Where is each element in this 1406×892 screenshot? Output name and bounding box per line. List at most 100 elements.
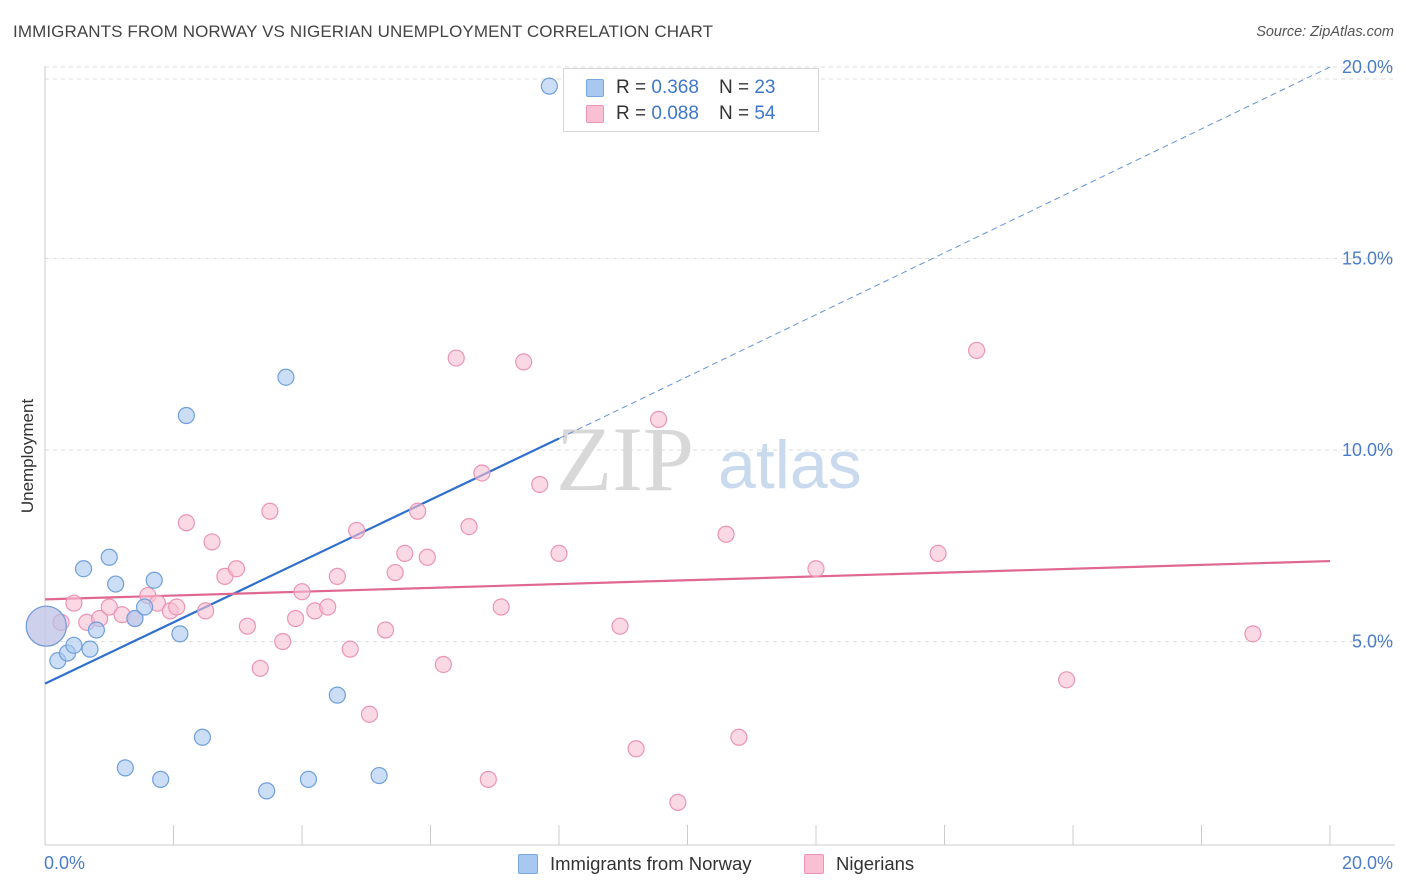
point-nigerians — [968, 341, 986, 360]
trendline-norway — [44, 437, 560, 685]
y-tick-label: 15.0% — [1342, 249, 1393, 269]
point-nigerians — [65, 594, 83, 612]
bottom-legend-label-nigerians: Nigerians — [836, 853, 915, 874]
point-norway — [193, 728, 212, 746]
point-norway — [145, 571, 163, 589]
point-nigerians — [649, 410, 668, 428]
trendline-extension-norway — [558, 66, 1331, 439]
point-norway — [116, 759, 134, 777]
point-norway — [126, 609, 144, 628]
point-nigerians — [341, 640, 359, 658]
x-tick-label-max: 20.0% — [1342, 853, 1393, 873]
point-norway — [277, 368, 295, 386]
point-nigerians — [447, 349, 465, 367]
legend-r-value: 0.088 — [651, 103, 699, 124]
point-norway — [74, 560, 93, 578]
point-nigerians — [611, 617, 629, 635]
point-nigerians — [286, 609, 305, 628]
point-nigerians — [293, 583, 311, 601]
point-nigerians — [418, 548, 436, 566]
watermark-zip: ZIP — [556, 408, 694, 510]
legend-n-label: N = — [718, 103, 750, 124]
grid-lines — [45, 66, 1395, 642]
point-nigerians — [460, 517, 478, 536]
point-nigerians — [376, 621, 395, 639]
legend-n-value: 23 — [754, 77, 776, 98]
point-nigerians — [251, 659, 269, 677]
trend-lines — [44, 66, 1331, 685]
point-nigerians — [550, 544, 568, 563]
y-tick-label: 5.0% — [1352, 632, 1393, 652]
legend-swatch-norway — [586, 79, 604, 97]
point-nigerians — [479, 770, 497, 788]
point-nigerians — [492, 598, 510, 616]
watermark: ZIP atlas — [556, 408, 862, 510]
stats-legend: R = 0.368 N = 23 R = 0.088 N = 54 — [563, 68, 819, 132]
point-nigerians — [203, 533, 221, 551]
point-nigerians — [168, 598, 186, 616]
point-nigerians — [531, 475, 549, 494]
data-points — [25, 77, 1262, 811]
axes — [44, 66, 1395, 846]
point-norway — [258, 782, 276, 800]
point-norway — [299, 770, 318, 788]
point-nigerians — [717, 525, 735, 543]
legend-row-norway: R = 0.368 N = 23 — [586, 77, 775, 99]
point-norway — [135, 598, 154, 616]
legend-swatch-nigerians — [586, 105, 604, 123]
point-nigerians — [473, 464, 491, 482]
x-tick-label-min: 0.0% — [44, 853, 85, 873]
bottom-legend-norway: Immigrants from Norway — [518, 852, 751, 876]
source-credit: Source: ZipAtlas.com — [1256, 24, 1394, 40]
point-nigerians — [929, 544, 947, 563]
point-nigerians — [434, 655, 452, 674]
point-nigerians — [238, 617, 256, 635]
point-norway — [107, 575, 125, 593]
point-norway — [152, 770, 170, 788]
point-nigerians — [409, 502, 427, 520]
point-nigerians — [360, 705, 379, 723]
legend-r-label: R = — [616, 103, 647, 124]
legend-n-label: N = — [718, 77, 750, 98]
point-nigerians — [274, 632, 292, 651]
bottom-legend-label-norway: Immigrants from Norway — [550, 853, 752, 874]
legend-n-value: 54 — [754, 103, 776, 124]
point-nigerians — [348, 521, 366, 540]
point-norway — [370, 766, 388, 785]
legend-row-nigerians: R = 0.088 N = 54 — [586, 103, 775, 125]
point-nigerians — [386, 563, 404, 582]
point-nigerians — [197, 602, 215, 620]
bottom-legend-swatch-nigerians — [804, 854, 824, 874]
point-norway — [100, 548, 118, 566]
point-norway — [328, 686, 346, 704]
point-norway — [65, 636, 83, 654]
point-nigerians — [1057, 671, 1076, 689]
point-nigerians — [261, 502, 279, 520]
watermark-atlas: atlas — [718, 427, 862, 503]
point-nigerians — [100, 598, 118, 616]
point-norway — [87, 621, 106, 639]
legend-r-label: R = — [616, 77, 647, 98]
point-nigerians — [730, 728, 748, 746]
point-nigerians — [515, 353, 533, 371]
tick-labels: 5.0% 10.0% 15.0% 20.0% 0.0% 20.0% — [44, 57, 1393, 873]
point-nigerians — [328, 567, 346, 585]
point-norway — [81, 640, 99, 658]
point-nigerians — [177, 514, 195, 532]
y-tick-label: 10.0% — [1342, 440, 1393, 460]
bottom-legend-nigerians: Nigerians — [804, 852, 914, 876]
point-nigerians — [627, 740, 645, 758]
point-norway — [177, 406, 195, 425]
chart-title: IMMIGRANTS FROM NORWAY VS NIGERIAN UNEMP… — [13, 22, 714, 41]
legend-r-value: 0.368 — [651, 77, 699, 98]
trendline-nigerians — [44, 559, 1331, 601]
point-norway — [540, 77, 558, 95]
point-nigerians — [1244, 625, 1262, 643]
point-nigerians — [669, 793, 687, 811]
bottom-legend-swatch-norway — [518, 854, 538, 874]
point-nigerians — [396, 544, 414, 563]
point-norway — [171, 625, 189, 643]
point-nigerians — [319, 598, 337, 616]
point-nigerians — [807, 560, 825, 578]
